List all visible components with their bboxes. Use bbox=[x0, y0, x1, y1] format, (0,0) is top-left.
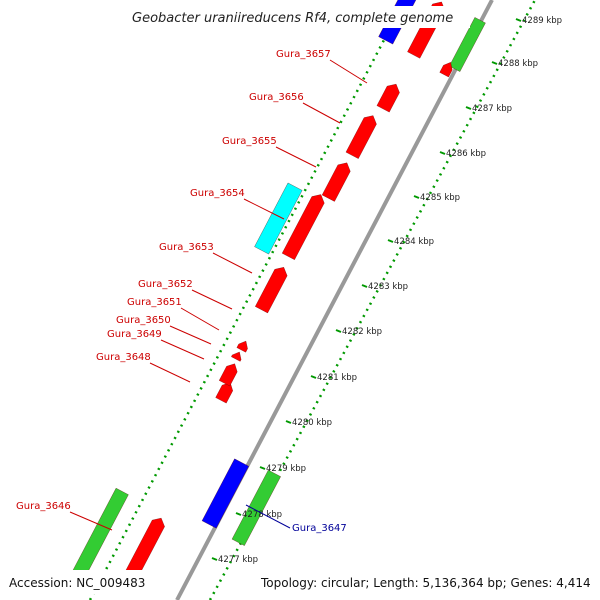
tick-label: 4281 kbp bbox=[317, 373, 357, 383]
gene-label-gura_3648: Gura_3648 bbox=[96, 352, 151, 363]
tick-mark bbox=[491, 61, 498, 65]
tick-mark bbox=[413, 195, 420, 199]
leader-line bbox=[302, 102, 341, 124]
gene-label-gura_3652: Gura_3652 bbox=[138, 279, 193, 290]
gene-label-gura_3650: Gura_3650 bbox=[116, 315, 171, 326]
trna-feature bbox=[201, 458, 249, 529]
gene-label-gura_3653: Gura_3653 bbox=[159, 242, 214, 253]
gene-labels: Gura_3657 Gura_3656 Gura_3655 Gura_3654 Gura… bbox=[16, 49, 368, 534]
tick-mark bbox=[211, 557, 218, 561]
tick-label: 4287 kbp bbox=[472, 104, 512, 114]
cds-arrow bbox=[231, 351, 242, 362]
tick-mark bbox=[335, 329, 342, 333]
leader-line bbox=[243, 198, 285, 220]
leader-line bbox=[169, 325, 212, 345]
gene-label-gura_3649: Gura_3649 bbox=[107, 329, 162, 340]
leader-line bbox=[245, 504, 291, 529]
gene-label-gura_3657: Gura_3657 bbox=[276, 49, 331, 60]
cds-arrow bbox=[218, 363, 238, 387]
cds-arrow bbox=[255, 267, 288, 314]
cds-arrow bbox=[281, 194, 325, 260]
cds-arrow bbox=[345, 115, 377, 159]
gene-label-gura_3656: Gura_3656 bbox=[249, 92, 304, 103]
summary-background bbox=[256, 570, 596, 594]
leader-line bbox=[329, 59, 368, 84]
tick-label: 4282 kbp bbox=[342, 327, 382, 337]
accession-background bbox=[4, 570, 154, 594]
rrna-feature bbox=[231, 469, 281, 546]
tick-mark bbox=[310, 375, 317, 379]
leader-line bbox=[160, 339, 205, 360]
leader-line bbox=[275, 146, 317, 168]
kbp-tick-labels: 4277 kbp 4278 kbp 4279 kbp 4280 kbp 4281 kbp… bbox=[211, 16, 562, 565]
gene-label-gura_3651: Gura_3651 bbox=[127, 297, 182, 308]
gene-label-gura_3654: Gura_3654 bbox=[190, 188, 245, 199]
leader-line bbox=[191, 289, 233, 310]
tick-label: 4288 kbp bbox=[498, 59, 538, 69]
leader-line bbox=[69, 511, 113, 531]
tick-label: 4285 kbp bbox=[420, 193, 460, 203]
tick-label: 4277 kbp bbox=[218, 555, 258, 565]
misc-feature bbox=[254, 182, 303, 255]
cds-arrow bbox=[236, 340, 248, 353]
gene-label-gura_3655: Gura_3655 bbox=[222, 136, 277, 147]
cds-arrow bbox=[376, 83, 400, 113]
leader-line bbox=[149, 362, 191, 383]
tick-label: 4286 kbp bbox=[446, 149, 486, 159]
genome-summary-text: Topology: circular; Length: 5,136,364 bp… bbox=[260, 576, 591, 590]
leader-line bbox=[180, 307, 220, 331]
tick-mark bbox=[387, 239, 394, 243]
inner-dotted-ring bbox=[88, 0, 407, 600]
tick-label: 4280 kbp bbox=[292, 418, 332, 428]
feature-track bbox=[64, 0, 486, 593]
tick-label: 4289 kbp bbox=[522, 16, 562, 26]
gene-label-gura_3647: Gura_3647 bbox=[292, 523, 347, 534]
accession-text: Accession: NC_009483 bbox=[9, 576, 145, 590]
tick-mark bbox=[361, 284, 368, 288]
left-dotted-ruler bbox=[88, 0, 407, 600]
rrna-feature bbox=[449, 17, 486, 72]
tick-mark bbox=[285, 420, 292, 424]
tick-mark bbox=[515, 18, 522, 22]
title-background bbox=[128, 6, 470, 28]
tick-label: 4279 kbp bbox=[266, 464, 306, 474]
tick-mark bbox=[465, 106, 472, 110]
cds-arrow bbox=[215, 382, 233, 404]
map-title: Geobacter uraniireducens Rf4, complete g… bbox=[132, 11, 453, 26]
tick-mark bbox=[259, 466, 266, 470]
tick-label: 4284 kbp bbox=[394, 237, 434, 247]
gene-label-gura_3646: Gura_3646 bbox=[16, 501, 71, 512]
cds-arrow bbox=[439, 62, 453, 78]
tick-label: 4283 kbp bbox=[368, 282, 408, 292]
cds-arrow bbox=[321, 162, 351, 202]
tick-label: 4278 kbp bbox=[242, 510, 282, 520]
tick-mark bbox=[439, 151, 446, 155]
leader-line bbox=[212, 252, 253, 274]
tick-mark bbox=[235, 512, 242, 516]
